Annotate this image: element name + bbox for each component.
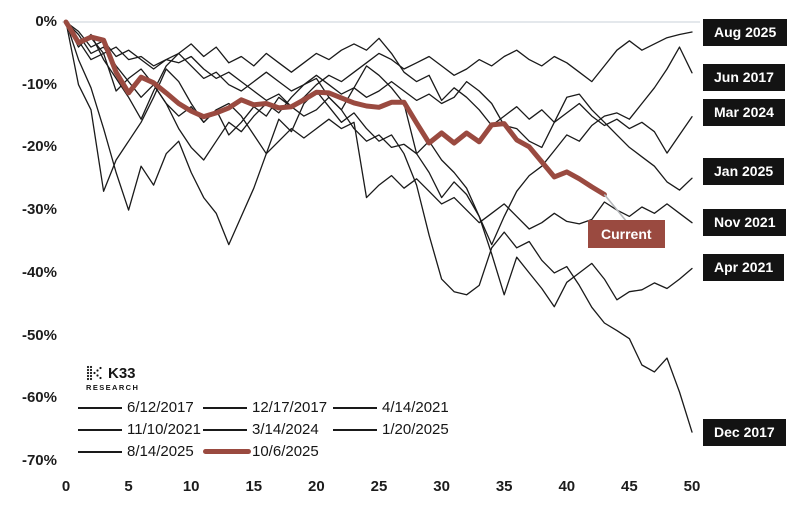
end-label-jan-2025: Jan 2025 [703, 157, 785, 185]
legend-sample-3-14-2024 [203, 429, 247, 431]
x-tick-15: 15 [245, 478, 263, 495]
legend-label-4-14-2021: 4/14/2021 [382, 399, 449, 416]
legend-sample-11-10-2021 [78, 429, 122, 431]
legend-label-1-20-2025: 1/20/2025 [382, 421, 449, 438]
series-line-8-14-2025 [65, 21, 693, 108]
x-tick-0: 0 [61, 478, 71, 495]
legend-label-6-12-2017: 6/12/2017 [127, 399, 194, 416]
legend-label-8-14-2025: 8/14/2025 [127, 442, 194, 460]
k33-dot-mark-icon [86, 365, 102, 381]
legend-label-12-17-2017: 12/17/2017 [252, 399, 328, 416]
x-tick-5: 5 [124, 478, 133, 495]
end-label-jun-2017: Jun 2017 [703, 63, 785, 91]
series-line-10-6-2025 [63, 19, 607, 197]
legend-sample-4-14-2021 [333, 407, 377, 409]
series-line-12-17-2017 [65, 21, 693, 433]
x-tick-25: 25 [370, 478, 388, 495]
logo-brand-text: K33 [108, 364, 136, 382]
end-label-dec-2017: Dec 2017 [703, 418, 786, 446]
y-tick--40%: -40% [21, 263, 57, 281]
y-tick--10%: -10% [21, 75, 57, 93]
x-tick-40: 40 [558, 478, 576, 495]
series-line-3-14-2024 [65, 21, 693, 154]
legend-sample-8-14-2025 [78, 450, 122, 453]
y-tick--60%: -60% [21, 389, 57, 407]
legend-label-11-10-2021: 11/10/2021 [127, 421, 201, 438]
series-line-1-20-2025 [65, 21, 693, 191]
legend-sample-6-12-2017 [78, 407, 122, 409]
legend-label-10-6-2025: 10/6/2025 [252, 442, 319, 460]
k33-research-logo: K33 RESEARCH [86, 364, 140, 393]
y-tick--30%: -30% [21, 201, 57, 219]
x-tick-10: 10 [182, 478, 200, 495]
x-tick-35: 35 [495, 478, 513, 495]
end-label-apr-2021: Apr 2021 [703, 254, 785, 282]
y-tick-0%: 0% [35, 13, 57, 30]
series-line-6-12-2017 [65, 21, 693, 246]
x-tick-45: 45 [621, 478, 638, 495]
y-tick--50%: -50% [21, 326, 57, 344]
series-line-4-14-2021 [65, 21, 693, 308]
legend-sample-12-17-2017 [203, 407, 247, 409]
end-label-nov-2021: Nov 2021 [703, 208, 787, 236]
legend-sample-10-6-2025 [203, 449, 251, 454]
series-line-11-10-2021 [65, 21, 693, 230]
y-tick--20%: -20% [21, 138, 57, 156]
x-tick-30: 30 [433, 478, 450, 495]
current-annotation-label: Current [588, 220, 665, 248]
end-label-aug-2025: Aug 2025 [703, 18, 788, 46]
end-label-mar-2024: Mar 2024 [703, 99, 785, 127]
x-tick-20: 20 [308, 478, 325, 495]
current-annotation-connector [603, 193, 628, 223]
x-tick-50: 50 [683, 478, 701, 495]
logo-sub-text: RESEARCH [86, 383, 140, 392]
legend-sample-1-20-2025 [333, 429, 377, 431]
y-tick--70%: -70% [21, 451, 57, 469]
legend-label-3-14-2024: 3/14/2024 [252, 421, 319, 438]
